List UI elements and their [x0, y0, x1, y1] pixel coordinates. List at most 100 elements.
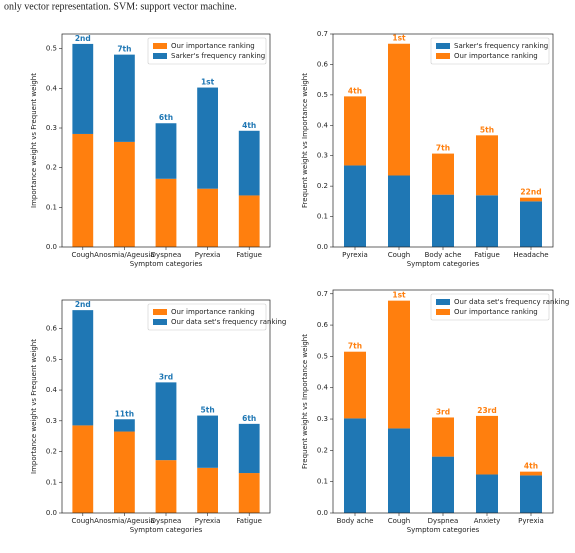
legend-swatch	[436, 53, 450, 59]
bar-segment	[197, 467, 218, 513]
x-tick-label: Dyspnea	[428, 517, 459, 525]
x-tick-label: Pyrexia	[195, 251, 221, 259]
rank-label: 1st	[201, 78, 215, 87]
rank-label: 2nd	[75, 300, 91, 309]
bar-segment	[388, 43, 410, 176]
bar-segment	[238, 195, 260, 247]
bar-segment	[476, 195, 498, 247]
axes-frame	[332, 289, 554, 514]
bar-segment	[520, 475, 542, 513]
bar-segment	[432, 417, 454, 457]
y-tick-label: 0.0	[46, 243, 57, 251]
x-axis-label: Symptom categories	[130, 260, 203, 268]
y-tick-label: 0.7	[317, 290, 328, 298]
y-axis-label: Frequent weight vs Importance weight	[301, 73, 309, 208]
y-tick-label: 0.4	[46, 386, 58, 394]
rank-label: 6th	[159, 113, 173, 122]
y-tick-label: 0.1	[317, 478, 328, 486]
bar-segment	[520, 471, 542, 476]
y-tick-label: 0.6	[46, 325, 58, 333]
bar-segment	[344, 96, 366, 166]
bar-segment	[388, 428, 410, 513]
legend-swatch	[153, 43, 167, 49]
bar-segment	[114, 54, 135, 142]
bar-segment	[238, 423, 260, 474]
legend-label: Our importance ranking	[454, 52, 538, 60]
caption: only vector representation. SVM: support…	[4, 1, 237, 12]
bar-segment	[72, 43, 94, 134]
y-tick-label: 0.0	[317, 243, 328, 251]
x-tick-label: Pyrexia	[195, 517, 221, 525]
legend-label: Our importance ranking	[171, 308, 255, 316]
legend-label: Sarker's frequency ranking	[454, 42, 548, 50]
y-tick-label: 0.4	[317, 121, 329, 129]
x-tick-label: Headache	[513, 251, 548, 259]
rank-label: 2nd	[75, 34, 91, 43]
legend-label: Our importance ranking	[454, 308, 538, 316]
bar-segment	[238, 473, 260, 513]
axes-frame	[61, 299, 271, 514]
bar-segment	[388, 175, 410, 247]
bar-segment	[114, 431, 135, 513]
legend-swatch	[436, 309, 450, 315]
x-tick-label: Fatigue	[236, 251, 262, 259]
bar-segment	[432, 153, 454, 195]
rank-label: 3rd	[436, 407, 450, 416]
bar-segment	[476, 474, 498, 513]
x-tick-label: Anosmia/Ageusia	[94, 251, 154, 259]
rank-label: 7th	[436, 144, 450, 153]
legend-box	[430, 293, 550, 321]
bar-segment	[388, 300, 410, 429]
y-tick-label: 0.5	[46, 355, 57, 363]
y-axis-label: Importance weight vs Frequent weight	[30, 339, 38, 474]
bar-segment	[155, 460, 177, 513]
legend-label: Our data set's frequency ranking	[454, 298, 569, 306]
x-tick-label: Body ache	[337, 517, 374, 525]
bar-segment	[476, 135, 498, 196]
legend-box	[147, 303, 267, 331]
legend-swatch	[436, 299, 450, 305]
legend-swatch	[153, 319, 167, 325]
axes-frame	[61, 33, 271, 248]
x-tick-label: Dyspnea	[151, 251, 182, 259]
legend-swatch	[153, 53, 167, 59]
legend-label: Our importance ranking	[171, 42, 255, 50]
rank-label: 22nd	[520, 188, 541, 197]
bar-segment	[72, 133, 94, 247]
bar-segment	[155, 178, 177, 247]
y-tick-label: 0.2	[46, 448, 57, 456]
y-tick-label: 0.3	[317, 152, 328, 160]
x-tick-label: Fatigue	[236, 517, 262, 525]
legend-swatch	[153, 309, 167, 315]
y-tick-label: 0.0	[317, 509, 328, 517]
legend-swatch	[436, 43, 450, 49]
x-tick-label: Pyrexia	[342, 251, 368, 259]
y-tick-label: 0.4	[317, 384, 329, 392]
y-tick-label: 0.4	[46, 84, 58, 92]
rank-label: 4th	[242, 121, 256, 130]
y-tick-label: 0.2	[317, 182, 328, 190]
y-tick-label: 0.6	[317, 321, 329, 329]
bar-segment	[520, 201, 542, 247]
x-tick-label: Cough	[72, 251, 95, 259]
rank-label: 6th	[242, 414, 256, 423]
bar-segment	[155, 382, 177, 461]
rank-label: 1st	[392, 34, 406, 43]
y-tick-label: 0.3	[46, 417, 57, 425]
y-tick-label: 0.1	[317, 213, 328, 221]
bar-segment	[197, 188, 218, 247]
y-axis-label: Importance weight vs Frequent weight	[30, 73, 38, 208]
bar-segment	[344, 351, 366, 419]
bar-segment	[155, 123, 177, 179]
x-tick-label: Pyrexia	[518, 517, 544, 525]
y-tick-label: 0.1	[46, 203, 57, 211]
bar-segment	[114, 419, 135, 432]
y-tick-label: 0.5	[317, 91, 328, 99]
legend-box	[147, 37, 267, 65]
bar-segment	[197, 415, 218, 468]
x-tick-label: Anosmia/Ageusia	[94, 517, 154, 525]
rank-label: 23rd	[477, 406, 497, 415]
rank-label: 4th	[524, 462, 538, 471]
y-tick-label: 0.3	[317, 415, 328, 423]
